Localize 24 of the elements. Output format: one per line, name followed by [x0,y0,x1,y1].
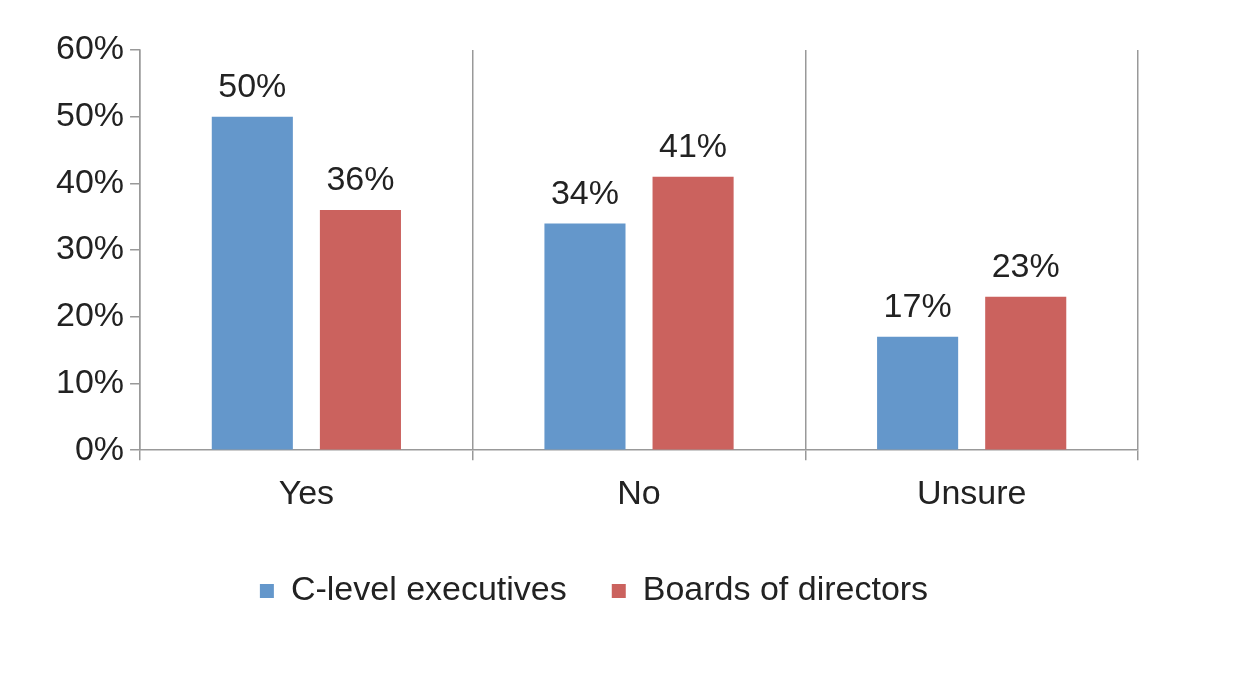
y-tick-label: 50% [55,95,125,134]
x-tick-label: No [617,472,661,511]
bar [211,116,293,450]
bar [877,336,959,450]
data-label: 23% [991,246,1060,285]
data-label: 17% [883,286,952,325]
y-tick-label: 60% [55,28,125,67]
data-label: 36% [326,159,395,198]
data-label: 50% [218,66,287,105]
y-tick-label: 40% [55,161,125,200]
bar [652,176,734,450]
y-tick-label: 0% [74,428,125,467]
y-tick-label: 10% [55,361,125,400]
data-label: 41% [659,126,728,165]
data-label: 34% [550,172,619,211]
bar [985,296,1067,450]
legend-label: Boards of directors [642,569,929,608]
bar [544,223,626,450]
x-tick-label: Unsure [916,472,1027,511]
legend-label: C-level executives [290,569,567,608]
y-tick-label: 30% [55,228,125,267]
bar [319,210,401,450]
x-tick-label: Yes [278,472,335,511]
y-tick-label: 20% [55,295,125,334]
